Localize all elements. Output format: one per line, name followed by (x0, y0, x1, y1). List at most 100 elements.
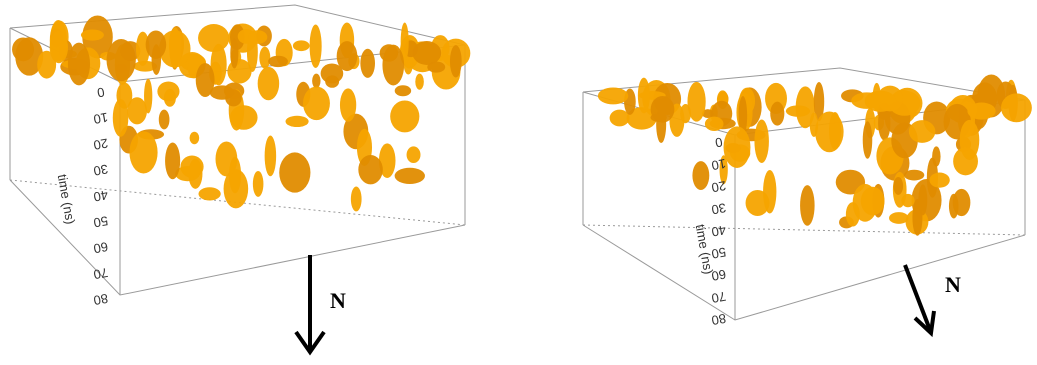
iso-blob (350, 186, 362, 212)
iso-blob (932, 146, 941, 167)
iso-blob (15, 37, 44, 76)
depth-axis-label: time (ns) (55, 173, 79, 225)
iso-blob (195, 62, 215, 98)
iso-blob (390, 100, 420, 133)
iso-blob (215, 141, 238, 177)
arrow-head (913, 310, 936, 338)
iso-blob (259, 46, 271, 69)
iso-blob (67, 42, 91, 86)
isosurfaces (12, 15, 1032, 236)
arrow-shaft (903, 264, 932, 331)
iso-blob (813, 81, 825, 122)
iso-blob (828, 111, 842, 150)
iso-blob (336, 41, 358, 72)
iso-blob (967, 102, 996, 120)
depth-tick-label: 30 (92, 161, 109, 178)
iso-blob (292, 40, 310, 52)
iso-blob (893, 177, 904, 195)
iso-blob (406, 146, 421, 164)
iso-blob (382, 44, 405, 86)
iso-blob (723, 126, 751, 168)
depth-tick-label: 60 (92, 239, 109, 256)
north-label: N (330, 288, 346, 313)
iso-blob (845, 202, 860, 227)
iso-blob (37, 50, 57, 79)
iso-blob (738, 95, 748, 136)
iso-blob (268, 55, 288, 68)
iso-blob (49, 31, 69, 64)
iso-blob (252, 170, 264, 197)
iso-blob (394, 167, 425, 184)
iso-blob (133, 60, 158, 72)
depth-tick-label: 10 (710, 156, 727, 173)
iso-blob (358, 154, 383, 185)
iso-blob (325, 75, 340, 88)
iso-blob (129, 131, 158, 174)
iso-blob (412, 41, 442, 65)
iso-blob (80, 29, 104, 41)
iso-blob (860, 186, 885, 216)
iso-blob (302, 86, 330, 121)
iso-blob (279, 152, 311, 193)
iso-blob (285, 115, 309, 128)
depth-tick-label: 20 (710, 178, 727, 195)
iso-blob (864, 90, 897, 112)
depth-tick-label: 50 (710, 244, 727, 261)
iso-blob (210, 43, 227, 86)
iso-blob (889, 212, 909, 224)
iso-blob (719, 155, 728, 185)
iso-blob (112, 98, 129, 137)
depth-tick-label: 40 (710, 222, 727, 239)
depth-tick-label: 80 (710, 311, 727, 328)
iso-blob (227, 59, 252, 84)
iso-blob (862, 121, 873, 159)
iso-blob (309, 24, 322, 68)
iso-blob (264, 135, 277, 177)
depth-tick-label: 20 (92, 136, 109, 153)
depth-tick-label: 50 (92, 213, 109, 230)
iso-blob (135, 31, 150, 66)
iso-blob (151, 44, 162, 75)
iso-blob (770, 101, 785, 126)
depth-tick-label: 30 (710, 200, 727, 217)
box-edge (9, 179, 466, 226)
box-bottom (9, 179, 466, 296)
iso-blob (339, 88, 357, 122)
arrow-head (294, 330, 326, 356)
iso-blob (360, 48, 375, 78)
iso-blob (127, 97, 147, 125)
iso-blob (637, 77, 650, 114)
iso-blob (248, 30, 268, 44)
depth-tick-label: 0 (714, 134, 724, 150)
iso-blob (953, 147, 978, 176)
iso-blob (257, 66, 280, 101)
iso-blob (952, 188, 971, 217)
iso-blob (626, 107, 657, 130)
iso-blob (908, 120, 936, 143)
iso-blob (106, 39, 136, 82)
iso-blob (180, 155, 204, 178)
depth-tick-label: 80 (92, 291, 109, 308)
north-arrow: N (294, 255, 346, 356)
depth-tick-label: 0 (96, 84, 106, 100)
north-arrow: N (903, 264, 961, 338)
iso-blob (230, 38, 239, 69)
iso-blob (918, 184, 928, 216)
iso-blob (704, 116, 724, 131)
depth-tick-label: 60 (710, 267, 727, 284)
iso-blob (745, 189, 770, 216)
iso-blob (312, 73, 321, 89)
iso-blob (165, 142, 181, 180)
iso-blob (903, 169, 925, 181)
iso-blob (427, 61, 446, 73)
box-edge (582, 224, 1026, 236)
box-bottom (582, 224, 1026, 321)
iso-blob (597, 87, 629, 105)
iso-blob (754, 119, 769, 164)
iso-blob (394, 85, 412, 97)
iso-blob (800, 185, 815, 226)
iso-blob (159, 30, 191, 68)
iso-blob (687, 81, 706, 122)
iso-blob (795, 86, 815, 129)
